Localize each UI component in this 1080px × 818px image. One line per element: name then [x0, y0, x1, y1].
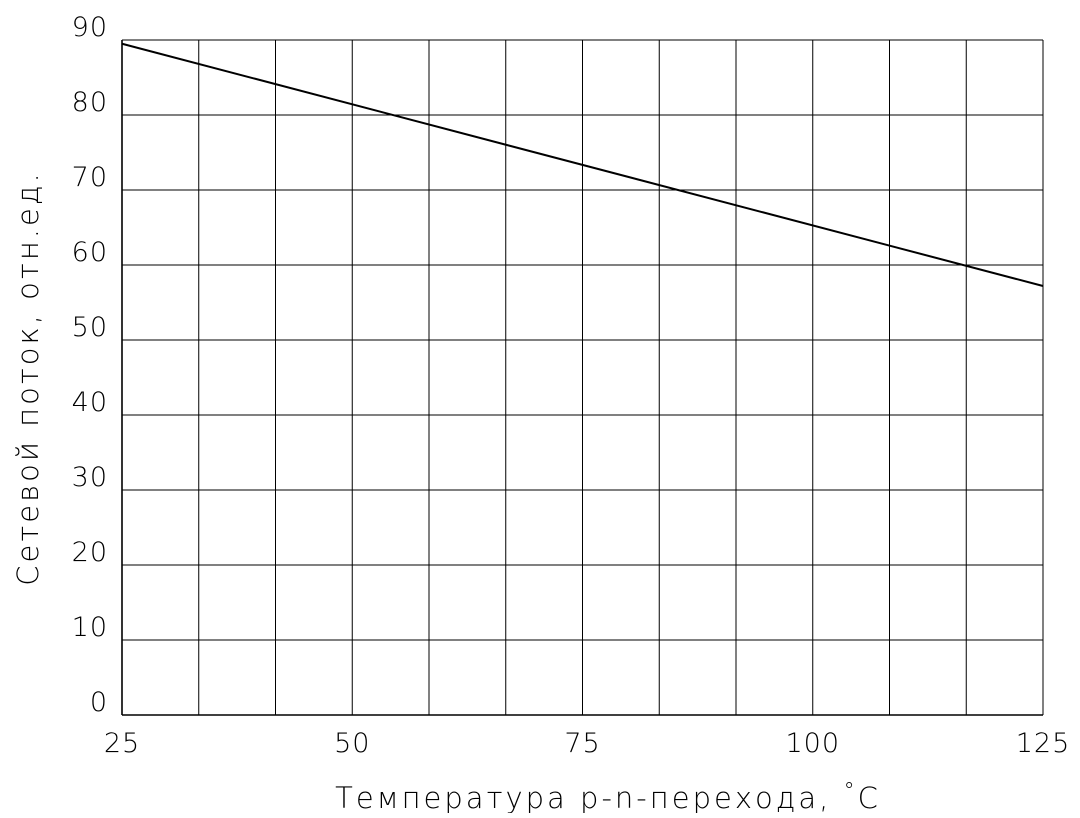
y-tick-label: 0 [90, 687, 108, 718]
y-tick-label: 20 [72, 537, 108, 568]
y-tick-label: 50 [72, 312, 108, 343]
x-tick-label: 25 [104, 728, 140, 759]
x-axis-title-text: Температура p-n-перехода, [335, 781, 843, 813]
degree-sign: ° [844, 779, 858, 804]
x-tick-label: 100 [785, 728, 840, 759]
unit-letter: C [858, 781, 881, 813]
x-tick-label: 75 [564, 728, 600, 759]
y-tick-label: 10 [72, 612, 108, 643]
y-tick-label: 30 [72, 462, 108, 493]
y-axis-title: Сетевой поток, отн.ед. [11, 170, 45, 585]
grid [121, 39, 1044, 716]
series-line [121, 42, 1044, 287]
x-tick-label: 50 [334, 728, 370, 759]
series [121, 42, 1044, 287]
x-tick-label: 125 [1016, 728, 1071, 759]
tick-labels: 0 10 20 30 40 50 60 70 80 90 25 50 75 100 125 [72, 12, 1071, 759]
y-tick-label: 90 [72, 12, 108, 43]
y-tick-label: 40 [72, 387, 108, 418]
y-tick-label: 70 [72, 162, 108, 193]
y-tick-label: 80 [72, 87, 108, 118]
x-axis-title: Температура p-n-перехода, °C [335, 779, 881, 813]
y-tick-label: 60 [72, 237, 108, 268]
x-axis-unit: °C [844, 779, 881, 813]
